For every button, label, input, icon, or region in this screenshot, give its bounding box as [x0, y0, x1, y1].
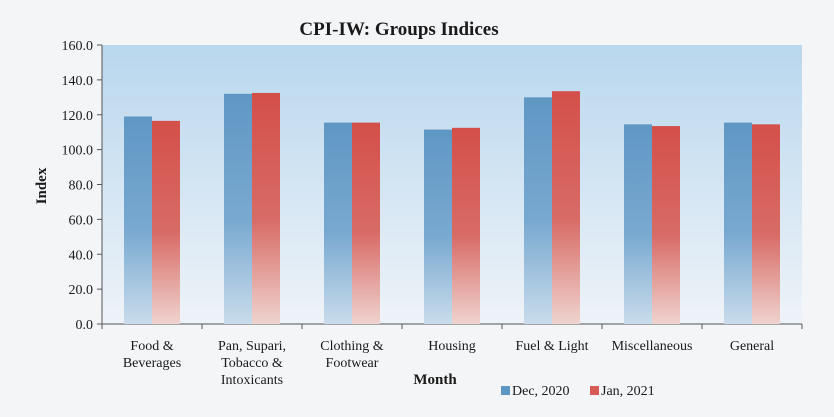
y-tick-label: 160.0	[62, 39, 94, 54]
bar-jan-2021	[552, 91, 580, 324]
legend-label: Jan, 2021	[601, 384, 655, 399]
legend-swatch	[501, 386, 510, 395]
x-axis-label: Month	[413, 372, 457, 388]
bar-dec-2020	[224, 93, 252, 324]
bar-jan-2021	[452, 127, 480, 324]
bar-jan-2021	[252, 92, 280, 324]
category-label: Clothing &	[320, 339, 384, 354]
y-axis-label: Index	[34, 167, 50, 204]
category-label: Pan, Supari,	[218, 339, 286, 354]
bar-dec-2020	[524, 97, 552, 324]
category-label: Tobacco &	[221, 356, 283, 371]
bar-jan-2021	[652, 126, 680, 324]
category-label: Housing	[428, 339, 475, 354]
bar-jan-2021	[352, 122, 380, 324]
chart-title: CPI-IW: Groups Indices	[299, 19, 498, 40]
legend-swatch	[590, 386, 599, 395]
bar-dec-2020	[724, 122, 752, 324]
y-tick-label: 120.0	[62, 109, 94, 124]
category-label: Fuel & Light	[515, 339, 588, 354]
category-label: General	[730, 339, 774, 354]
y-axis: 0.0 20.0 40.0 60.0 80.0 100.0 120.0 140.0 160.0	[62, 39, 103, 333]
bar-dec-2020	[624, 124, 652, 324]
x-axis	[101, 323, 803, 329]
bar-dec-2020	[124, 116, 152, 325]
y-tick-label: 20.0	[69, 283, 94, 298]
y-tick-label: 0.0	[76, 318, 94, 333]
bar-jan-2021	[152, 120, 180, 325]
y-tick-label: 40.0	[69, 248, 94, 263]
category-label: Beverages	[123, 356, 181, 371]
y-tick-label: 140.0	[62, 74, 94, 89]
y-tick-label: 80.0	[69, 179, 94, 194]
category-label: Miscellaneous	[612, 339, 693, 354]
bar-dec-2020	[424, 129, 452, 324]
y-tick-label: 60.0	[69, 213, 94, 228]
bars	[124, 91, 780, 325]
category-labels: Food & Beverages Pan, Supari, Tobacco & Into…	[123, 339, 774, 388]
category-label: Footwear	[326, 356, 379, 371]
legend: Dec, 2020 Jan, 2021	[501, 384, 655, 399]
category-label: Intoxicants	[221, 373, 283, 388]
y-tick-label: 100.0	[62, 144, 94, 159]
legend-label: Dec, 2020	[512, 384, 570, 399]
category-label: Food &	[130, 339, 173, 354]
bar-dec-2020	[324, 122, 352, 324]
bar-jan-2021	[752, 124, 780, 324]
